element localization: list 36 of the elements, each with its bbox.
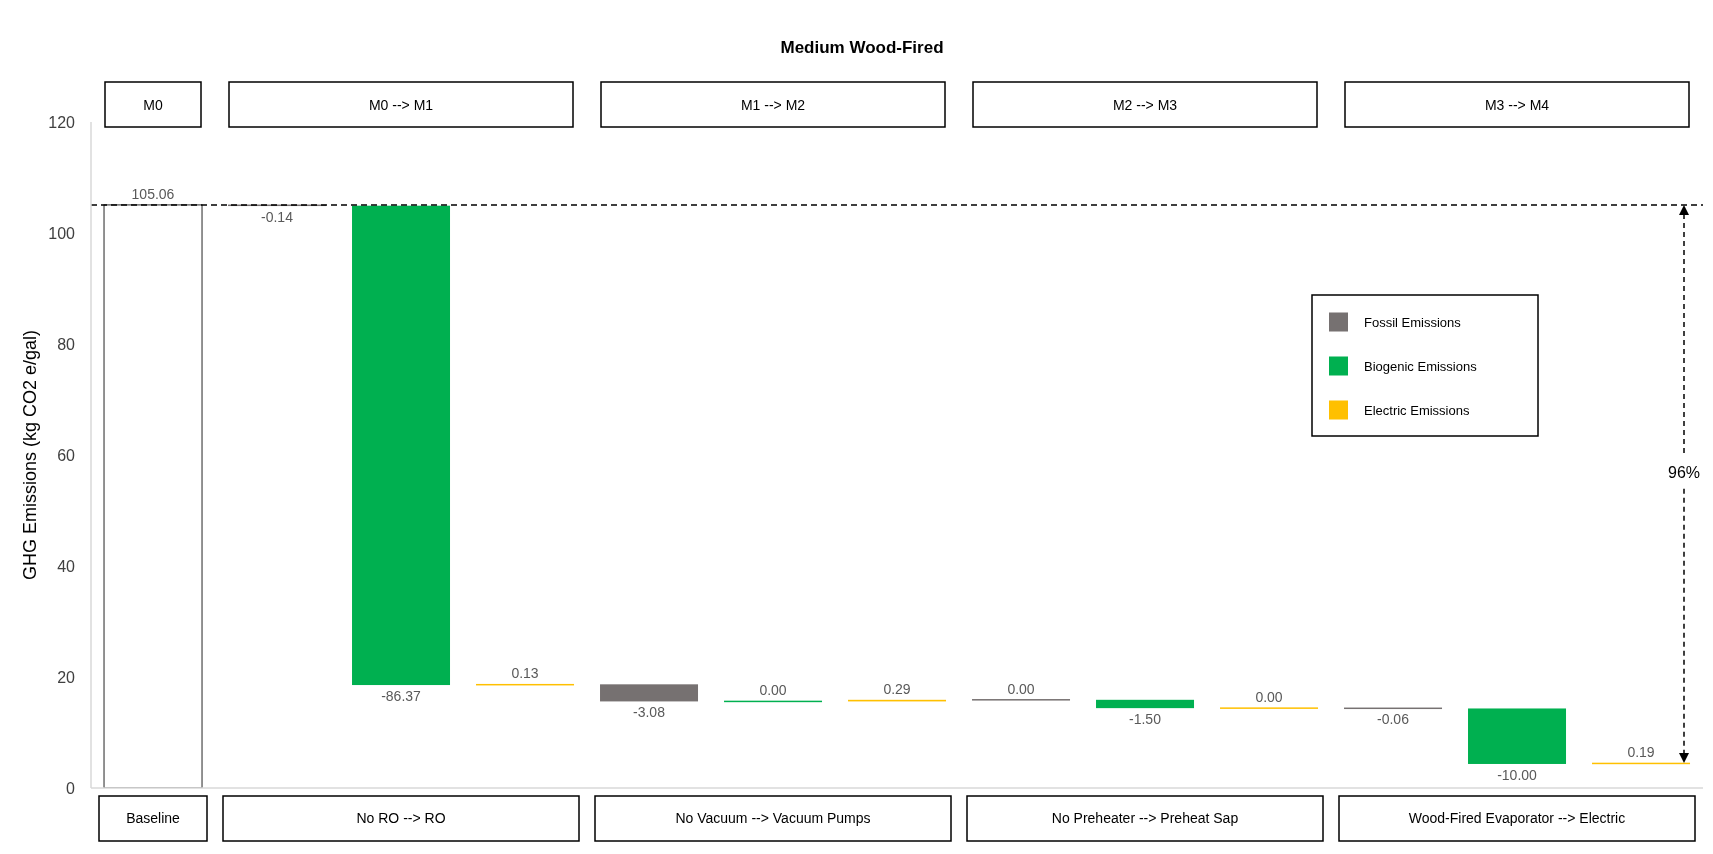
- y-tick-label: 120: [48, 113, 76, 131]
- text: M0 --> M1: [368, 96, 434, 113]
- data-label: 0.19: [1627, 743, 1655, 760]
- y-tick-label: 0: [66, 779, 76, 797]
- data-label: 0.00: [759, 682, 787, 699]
- data-label: -0.14: [261, 208, 294, 225]
- text: M1 --> M2: [740, 96, 806, 113]
- y-axis-title: GHG Emissions (kg CO2 e/gal): [20, 329, 40, 581]
- data-label: 105.06: [131, 185, 175, 202]
- data-label: 0.00: [1007, 680, 1035, 697]
- annotation: 96%: [1667, 464, 1701, 482]
- x-tick-label: Wood-Fired Evaporator --> Electric: [1408, 810, 1626, 826]
- text: M2 --> M3: [1112, 96, 1178, 113]
- x-tick-label: No Preheater --> Preheat Sap: [1051, 810, 1239, 826]
- y-tick-label: 100: [48, 224, 76, 242]
- data-label: 0.13: [511, 665, 539, 682]
- data-label: -3.08: [633, 704, 666, 721]
- chart-title: Medium Wood-Fired: [780, 37, 944, 57]
- data-label: -1.50: [1129, 711, 1162, 728]
- y-tick-label: 40: [57, 557, 76, 575]
- text: M3 --> M4: [1484, 96, 1550, 113]
- legend-label: Electric Emissions: [1364, 402, 1470, 418]
- data-label: -86.37: [381, 688, 422, 705]
- data-label: -10.00: [1497, 766, 1538, 783]
- x-tick-label: Baseline: [126, 810, 181, 826]
- y-tick-label: 60: [57, 446, 76, 464]
- data-label: 0.29: [883, 680, 911, 697]
- legend-label: Biogenic Emissions: [1364, 358, 1478, 374]
- x-tick-label: No RO --> RO: [356, 810, 446, 826]
- legend-label: Fossil Emissions: [1364, 314, 1462, 330]
- data-label: -0.06: [1377, 711, 1410, 728]
- y-tick-label: 80: [57, 335, 76, 353]
- y-tick-label: 20: [57, 668, 76, 686]
- data-label: 0.00: [1255, 689, 1283, 706]
- text: M0: [143, 96, 163, 113]
- x-tick-label: No Vacuum --> Vacuum Pumps: [675, 810, 871, 826]
